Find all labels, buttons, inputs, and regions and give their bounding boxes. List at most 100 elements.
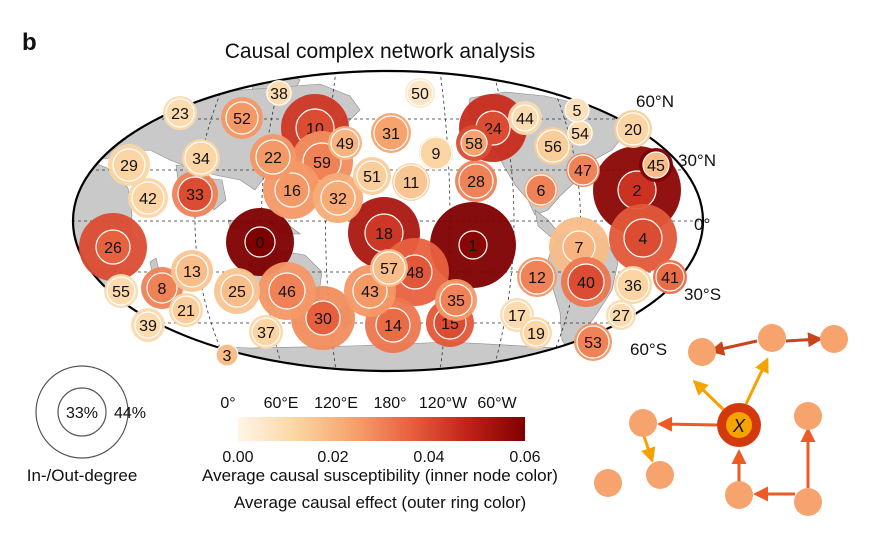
node-inner-circle <box>642 151 670 179</box>
network-node-30: 30 <box>291 286 355 350</box>
schematic-node <box>646 461 674 489</box>
network-node-26: 26 <box>79 213 147 281</box>
node-label: 46 <box>278 284 296 301</box>
network-node-51: 51 <box>353 157 391 195</box>
node-label: 50 <box>411 86 429 103</box>
node-inner-circle <box>373 115 409 151</box>
network-node-41: 41 <box>653 260 687 294</box>
schematic-node <box>725 481 753 509</box>
node-inner-circle <box>616 112 650 146</box>
node-inner-circle <box>393 164 429 200</box>
lat-label-30n: 30°N <box>678 151 716 170</box>
colorbar-tick-1: 0.02 <box>317 449 348 466</box>
node-label: 27 <box>612 308 630 325</box>
node-label: 49 <box>336 136 354 153</box>
node-label: 16 <box>283 183 301 200</box>
size-legend: 33% 44% In-/Out-degree <box>27 365 146 485</box>
lat-label-60n: 60°N <box>636 92 674 111</box>
node-inner-circle <box>356 160 388 192</box>
node-inner-circle <box>502 300 532 330</box>
network-node-20: 20 <box>614 110 652 148</box>
network-node-22: 22 <box>250 134 296 180</box>
network-node-1: 1 <box>430 202 516 288</box>
network-node-29: 29 <box>108 144 150 186</box>
figure-title: Causal complex network analysis <box>225 40 535 63</box>
node-label: 57 <box>380 261 398 278</box>
node-inner-circle <box>372 251 406 285</box>
node-inner-circle <box>320 180 356 216</box>
network-node-31: 31 <box>371 113 411 153</box>
node-inner-circle <box>112 148 146 182</box>
node-inner-circle <box>439 283 473 317</box>
node-label: 14 <box>384 318 402 335</box>
node-inner-circle <box>225 101 259 135</box>
colorbar-gradient <box>238 417 525 441</box>
node-label: 11 <box>403 175 420 192</box>
node-label: 30 <box>314 311 332 328</box>
node-label: 17 <box>508 308 526 325</box>
lon-label-180: 180° <box>373 395 406 412</box>
network-node-21: 21 <box>169 293 203 327</box>
node-inner-circle <box>419 136 453 170</box>
network-node-55: 55 <box>104 274 138 308</box>
node-label: 54 <box>571 126 589 143</box>
node-inner-circle <box>458 163 494 199</box>
colorbar-tick-0: 0.00 <box>222 449 253 466</box>
network-node-3: 3 <box>215 343 239 367</box>
lon-label-60w: 60°W <box>477 395 517 412</box>
node-label: 21 <box>177 303 195 320</box>
node-inner-circle <box>522 319 550 347</box>
network-node-46: 46 <box>258 262 316 320</box>
schematic-edge <box>744 357 769 405</box>
node-label: 34 <box>192 151 210 168</box>
node-inner-circle <box>623 218 663 258</box>
node-inner-circle <box>184 141 218 175</box>
size-legend-caption: In-/Out-degree <box>27 466 138 485</box>
node-label: 48 <box>406 265 424 282</box>
schematic-center-node <box>726 412 752 438</box>
node-inner-circle <box>268 272 306 310</box>
node-label: 29 <box>120 158 138 175</box>
node-inner-circle <box>564 97 590 123</box>
colorbar-tick-2: 0.04 <box>413 449 444 466</box>
node-inner-circle <box>215 343 239 367</box>
network-node-40: 40 <box>561 257 611 307</box>
node-label: 38 <box>270 86 288 103</box>
node-label: 9 <box>432 146 441 163</box>
node-label: 18 <box>375 226 393 243</box>
node-label: 41 <box>661 270 679 287</box>
lat-label-30s: 30°S <box>684 285 721 304</box>
node-inner-circle <box>146 272 178 304</box>
node-label: 12 <box>528 270 546 287</box>
node-inner-circle <box>171 295 201 325</box>
node-label: 23 <box>171 106 189 123</box>
network-node-44: 44 <box>508 101 542 135</box>
node-label: 43 <box>361 284 379 301</box>
colorbar-label-inner: Average causal susceptibility (inner nod… <box>202 466 558 485</box>
lon-label-120e: 120°E <box>314 395 358 412</box>
node-inner-circle <box>95 229 131 265</box>
schematic-center-label: X <box>732 416 746 436</box>
network-node-19: 19 <box>520 317 552 349</box>
node-label: 40 <box>577 275 595 292</box>
node-label: 47 <box>574 163 592 180</box>
schematic-node <box>688 338 716 366</box>
network-node-23: 23 <box>163 96 197 130</box>
colorbar-label-outer: Average causal effect (outer ring color) <box>234 493 526 512</box>
schematic-edge <box>709 339 758 356</box>
lon-label-60e: 60°E <box>264 395 299 412</box>
node-inner-circle <box>134 311 162 339</box>
node-label: 25 <box>228 284 246 301</box>
schematic-edge <box>657 416 719 432</box>
node-inner-circle <box>655 262 685 292</box>
node-label: 3 <box>223 348 232 365</box>
node-label: 5 <box>573 103 582 120</box>
network-node-38: 38 <box>266 80 292 106</box>
network-node-5: 5 <box>564 97 590 123</box>
node-inner-circle <box>536 129 570 163</box>
network-node-53: 53 <box>574 323 612 361</box>
node-label: 0 <box>256 235 265 252</box>
node-inner-circle <box>131 181 165 215</box>
node-inner-circle <box>177 176 213 212</box>
